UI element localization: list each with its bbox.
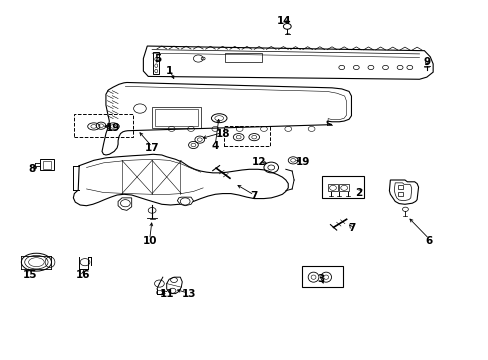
- Bar: [42, 161, 51, 168]
- Text: 18: 18: [215, 129, 229, 139]
- Polygon shape: [118, 198, 131, 210]
- Bar: [152, 107, 201, 128]
- Text: 16: 16: [76, 270, 90, 280]
- Text: 11: 11: [159, 289, 174, 299]
- Bar: [224, 126, 270, 146]
- Text: 5: 5: [154, 54, 161, 64]
- Text: 3: 3: [317, 274, 325, 284]
- Text: 15: 15: [22, 270, 37, 280]
- Bar: [397, 185, 403, 189]
- Bar: [301, 266, 343, 287]
- Text: 4: 4: [211, 141, 219, 151]
- Text: 17: 17: [144, 143, 159, 153]
- Bar: [397, 192, 403, 196]
- Text: 10: 10: [142, 236, 157, 246]
- Bar: [322, 176, 363, 198]
- Text: 14: 14: [277, 16, 291, 26]
- Bar: [40, 158, 54, 170]
- Polygon shape: [177, 197, 193, 206]
- Text: 8: 8: [28, 164, 36, 174]
- Bar: [339, 184, 348, 192]
- Bar: [154, 109, 198, 126]
- Text: 7: 7: [250, 191, 257, 201]
- Text: 6: 6: [425, 236, 432, 246]
- Bar: [224, 53, 261, 62]
- Bar: [153, 52, 159, 73]
- Text: 9: 9: [423, 57, 429, 67]
- Text: 12: 12: [251, 157, 266, 167]
- Polygon shape: [166, 277, 182, 294]
- Bar: [74, 114, 132, 137]
- Bar: [327, 184, 337, 192]
- Text: 1: 1: [165, 66, 172, 76]
- Text: 7: 7: [347, 223, 354, 233]
- Text: 2: 2: [354, 188, 362, 198]
- Text: 19: 19: [106, 123, 120, 133]
- Text: 13: 13: [181, 289, 195, 299]
- Text: 19: 19: [295, 157, 309, 167]
